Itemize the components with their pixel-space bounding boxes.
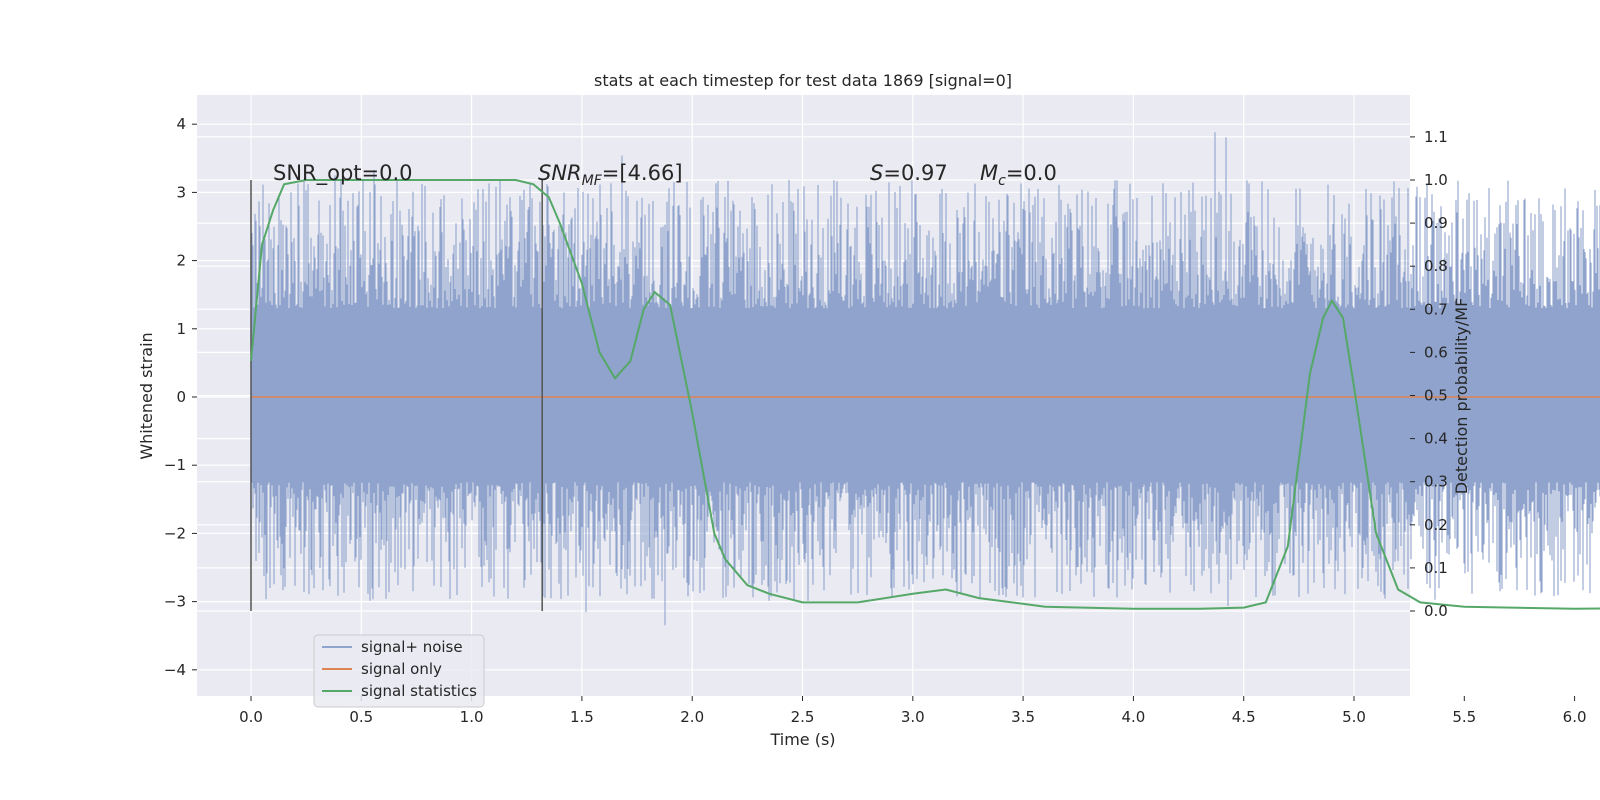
vertical-markers (250, 180, 543, 611)
y-right-tick-label: 0.6 (1424, 343, 1448, 361)
y-tick-label: 1 (176, 320, 186, 338)
y-right-tick-label: 0.0 (1424, 602, 1448, 620)
mc-annotation: Mc=0.0 (980, 161, 1057, 189)
y-axis-label: Whitened strain (137, 332, 156, 459)
y-tick-label: 0 (176, 388, 186, 406)
x-tick-label: 5.0 (1342, 708, 1366, 726)
x-axis-label: Time (s) (769, 730, 835, 749)
snr-opt-annotation: SNR_opt=0.0 (273, 161, 413, 186)
snr-mf-base: SNR (538, 161, 582, 185)
y-right-tick-label: 0.9 (1424, 214, 1448, 232)
snr-mf-annotation: SNRMF=[4.66] (538, 161, 683, 189)
s-symbol: S (870, 161, 883, 185)
x-tick-label: 1.5 (570, 708, 594, 726)
y-right-tick-label: 0.4 (1424, 430, 1448, 448)
s-value: =0.97 (883, 161, 947, 185)
snr-mf-subscript: MF (582, 173, 603, 189)
chart-title: stats at each timestep for test data 186… (594, 71, 1012, 90)
x-tick-label: 4.0 (1121, 708, 1145, 726)
tick-labels: 0.00.51.01.52.02.53.03.54.04.55.05.56.06… (164, 115, 1587, 726)
x-tick-label: 5.5 (1452, 708, 1476, 726)
x-tick-label: 6.0 (1563, 708, 1587, 726)
mc-symbol: M (980, 161, 998, 185)
x-tick-label: 0.5 (349, 708, 373, 726)
legend: signal+ noise signal only signal statist… (313, 634, 485, 708)
mc-subscript: c (998, 173, 1006, 189)
s-annotation: S=0.97 (870, 161, 948, 185)
y-tick-label: −1 (164, 456, 186, 474)
noise-series (250, 132, 1600, 626)
y-right-tick-label: 0.8 (1424, 257, 1448, 275)
statistics-line (250, 179, 1600, 610)
y-right-axis-label: Detection probability/MF (1452, 298, 1471, 495)
x-tick-label: 4.5 (1232, 708, 1256, 726)
x-tick-label: 3.5 (1011, 708, 1035, 726)
snr-mf-value: =[4.66] (602, 161, 683, 185)
y-right-tick-label: 0.2 (1424, 516, 1448, 534)
legend-label-noise: signal+ noise (361, 638, 463, 656)
legend-box (313, 634, 485, 708)
x-tick-label: 0.0 (239, 708, 263, 726)
statistics-series (250, 179, 1600, 610)
x-tick-label: 3.0 (901, 708, 925, 726)
mc-value: =0.0 (1006, 161, 1057, 185)
x-tick-label: 2.0 (680, 708, 704, 726)
y-tick-label: 3 (176, 183, 186, 201)
x-tick-label: 2.5 (791, 708, 815, 726)
legend-label-signal-only: signal only (361, 660, 442, 678)
y-tick-label: −2 (164, 524, 186, 542)
x-tick-label: 1.0 (460, 708, 484, 726)
y-right-tick-label: 0.1 (1424, 559, 1448, 577)
y-right-tick-label: 1.1 (1424, 128, 1448, 146)
y-tick-label: 2 (176, 252, 186, 270)
legend-label-statistics: signal statistics (361, 682, 477, 700)
y-right-tick-label: 0.5 (1424, 387, 1448, 405)
y-tick-label: 4 (176, 115, 186, 133)
y-right-tick-label: 0.7 (1424, 300, 1448, 318)
y-tick-label: −4 (164, 661, 186, 679)
y-tick-label: −3 (164, 593, 186, 611)
y-right-tick-label: 1.0 (1424, 171, 1448, 189)
y-right-tick-label: 0.3 (1424, 473, 1448, 491)
